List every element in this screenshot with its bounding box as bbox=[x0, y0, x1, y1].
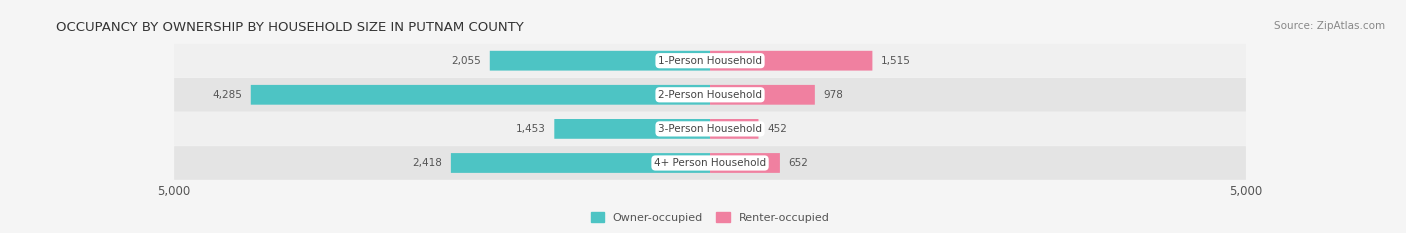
FancyBboxPatch shape bbox=[451, 153, 710, 173]
Text: 2-Person Household: 2-Person Household bbox=[658, 90, 762, 100]
Text: 452: 452 bbox=[768, 124, 787, 134]
Text: 978: 978 bbox=[824, 90, 844, 100]
FancyBboxPatch shape bbox=[489, 51, 710, 71]
Legend: Owner-occupied, Renter-occupied: Owner-occupied, Renter-occupied bbox=[591, 212, 830, 223]
Text: 1,453: 1,453 bbox=[516, 124, 546, 134]
FancyBboxPatch shape bbox=[174, 112, 1246, 146]
Text: 2,418: 2,418 bbox=[412, 158, 443, 168]
FancyBboxPatch shape bbox=[174, 146, 1246, 180]
FancyBboxPatch shape bbox=[710, 51, 872, 71]
Text: 3-Person Household: 3-Person Household bbox=[658, 124, 762, 134]
Text: 1-Person Household: 1-Person Household bbox=[658, 56, 762, 66]
FancyBboxPatch shape bbox=[710, 153, 780, 173]
Text: 4,285: 4,285 bbox=[212, 90, 242, 100]
FancyBboxPatch shape bbox=[710, 85, 815, 105]
Text: 1,515: 1,515 bbox=[882, 56, 911, 66]
Text: 2,055: 2,055 bbox=[451, 56, 481, 66]
FancyBboxPatch shape bbox=[174, 78, 1246, 112]
FancyBboxPatch shape bbox=[174, 44, 1246, 78]
Text: 652: 652 bbox=[789, 158, 808, 168]
Text: Source: ZipAtlas.com: Source: ZipAtlas.com bbox=[1274, 21, 1385, 31]
FancyBboxPatch shape bbox=[554, 119, 710, 139]
FancyBboxPatch shape bbox=[710, 119, 758, 139]
Text: OCCUPANCY BY OWNERSHIP BY HOUSEHOLD SIZE IN PUTNAM COUNTY: OCCUPANCY BY OWNERSHIP BY HOUSEHOLD SIZE… bbox=[56, 21, 524, 34]
FancyBboxPatch shape bbox=[250, 85, 710, 105]
Text: 4+ Person Household: 4+ Person Household bbox=[654, 158, 766, 168]
